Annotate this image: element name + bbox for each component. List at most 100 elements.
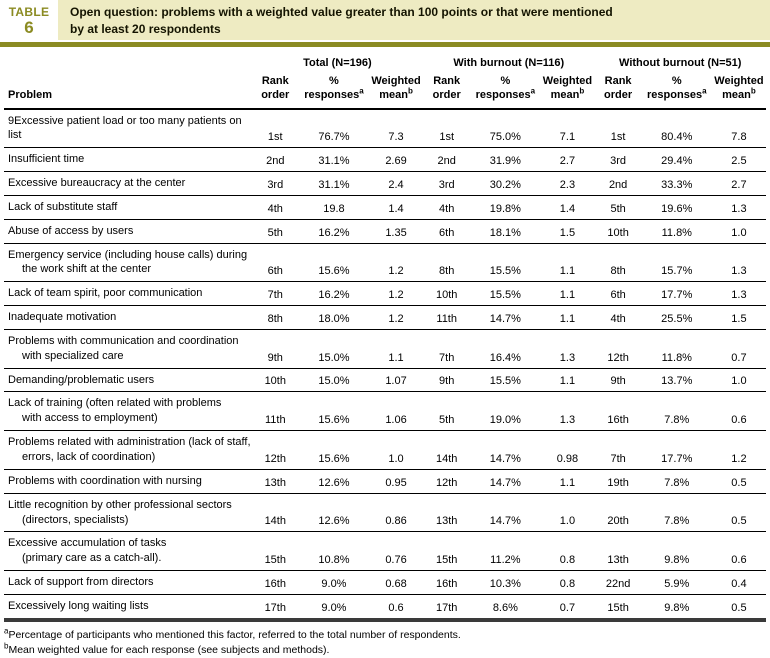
subheader-weighted-mean: Weighted meanb bbox=[540, 75, 595, 110]
pct-responses-cell: 15.7% bbox=[641, 243, 712, 283]
pct-responses-cell: 5.9% bbox=[641, 570, 712, 595]
group-header-without-burnout: Without burnout (N=51) bbox=[619, 57, 742, 69]
table-row: Demanding/problematic users 10th 15.0% 1.07… bbox=[4, 368, 766, 393]
problem-label: Problems with coordination with nursing bbox=[4, 469, 252, 494]
table-row: 9Excessive patient load or too many pati… bbox=[4, 108, 766, 149]
weighted-mean-cell: 0.7 bbox=[711, 329, 766, 369]
pct-responses-cell: 14.7% bbox=[470, 469, 541, 494]
subheader-rank-order: Rank order bbox=[594, 75, 642, 110]
rank-order-cell: 20th bbox=[594, 493, 642, 533]
weighted-mean-cell: 1.1 bbox=[540, 243, 595, 283]
weighted-mean-cell: 1.4 bbox=[540, 195, 595, 220]
footnote-b-text: Mean weighted value for each response (s… bbox=[8, 643, 330, 656]
weighted-mean-cell: 1.2 bbox=[711, 430, 766, 470]
pct-responses-cell: 11.2% bbox=[470, 531, 541, 572]
table-number-label: TABLE 6 bbox=[0, 0, 58, 40]
subheader-pct-responses: % responsesa bbox=[641, 75, 712, 110]
pct-responses-cell: 11.8% bbox=[641, 329, 712, 369]
problem-label: Little recognition by other professional… bbox=[4, 493, 252, 533]
weighted-mean-cell: 0.6 bbox=[388, 601, 404, 614]
weighted-mean-cell: 0.86 bbox=[368, 493, 424, 533]
weighted-mean-cell: 1.0 bbox=[368, 430, 424, 470]
rank-order-cell: 6th bbox=[251, 243, 299, 283]
pct-responses-cell: 12.6% bbox=[298, 493, 369, 533]
weighted-mean-cell: 1.0 bbox=[711, 368, 766, 393]
pct-responses-cell: 15.6% bbox=[298, 243, 369, 283]
rank-order-cell: 13th bbox=[594, 531, 642, 572]
table-row: Lack of training (often related with pro… bbox=[4, 391, 766, 432]
weighted-mean-cell: 0.5 bbox=[711, 469, 766, 494]
weighted-mean-cell: 1.3 bbox=[711, 243, 766, 283]
weighted-mean-cell: 1.06 bbox=[368, 391, 424, 432]
weighted-mean-cell: 0.95 bbox=[368, 469, 424, 494]
rank-order-cell: 22nd bbox=[594, 570, 642, 595]
weighted-mean-cell: 1.2 bbox=[368, 305, 424, 330]
pct-responses-cell: 15.5% bbox=[470, 281, 541, 307]
pct-responses-cell: 15.5% bbox=[470, 243, 541, 283]
weighted-mean-cell: 0.98 bbox=[540, 430, 595, 470]
rank-order-cell: 4th bbox=[423, 195, 471, 220]
table-row: Problems related with administration (la… bbox=[4, 430, 766, 470]
weighted-mean-cell: 1.1 bbox=[540, 281, 595, 307]
subheader-rank-order: Rank order bbox=[423, 75, 471, 110]
weighted-mean-cell: 0.4 bbox=[711, 570, 766, 595]
weighted-mean-cell: 2.7 bbox=[540, 147, 595, 173]
table-row: Problems with communication and coordina… bbox=[4, 329, 766, 369]
rank-order-cell: 8th bbox=[251, 305, 299, 330]
pct-responses-cell: 15.6% bbox=[298, 391, 369, 432]
problem-label: Lack of substitute staff bbox=[4, 195, 252, 220]
table-title-line2: by at least 20 respondents bbox=[70, 21, 221, 36]
rank-order-cell: 7th bbox=[594, 430, 642, 470]
group-header-with-burnout: With burnout (N=116) bbox=[453, 57, 565, 69]
rank-order-cell: 7th bbox=[251, 281, 299, 307]
rank-order-cell: 17th bbox=[264, 601, 286, 614]
table-row: Abuse of access by users 5th 16.2% 1.35 6th 1… bbox=[4, 219, 766, 244]
pct-responses-cell: 14.7% bbox=[470, 305, 541, 330]
rank-order-cell: 16th bbox=[251, 570, 299, 595]
footnotes: aPercentage of participants who mentione… bbox=[4, 627, 766, 658]
rank-order-cell: 9th bbox=[423, 368, 471, 393]
table-row: Little recognition by other professional… bbox=[4, 493, 766, 533]
rank-order-cell: 2nd bbox=[251, 147, 299, 173]
table-row: Lack of team spirit, poor communication 7… bbox=[4, 281, 766, 307]
rank-order-cell: 8th bbox=[423, 243, 471, 283]
weighted-mean-cell: 7.8 bbox=[711, 108, 766, 149]
weighted-mean-cell: 1.3 bbox=[540, 391, 595, 432]
table-word: TABLE bbox=[8, 5, 50, 19]
rank-order-cell: 4th bbox=[251, 195, 299, 220]
rank-order-cell: 1st bbox=[594, 108, 642, 149]
table-row: Inadequate motivation 8th 18.0% 1.2 11th 14.7… bbox=[4, 305, 766, 330]
weighted-mean-cell: 2.7 bbox=[711, 171, 766, 196]
problem-label: Problems related with administration (la… bbox=[4, 430, 252, 470]
rank-order-cell: 11th bbox=[251, 391, 299, 432]
pct-responses-cell: 76.7% bbox=[298, 108, 369, 149]
table-row: Excessive bureaucracy at the center 3rd 31… bbox=[4, 171, 766, 196]
pct-responses-cell: 15.5% bbox=[470, 368, 541, 393]
problem-label: Excessive accumulation of tasks (primary … bbox=[4, 531, 252, 572]
weighted-mean-cell: 2.3 bbox=[540, 171, 595, 196]
problem-label: Lack of support from directors bbox=[4, 570, 252, 595]
results-table: Total (N=196) With burnout (N=116) Witho… bbox=[4, 55, 766, 622]
pct-responses-cell: 15.0% bbox=[298, 368, 369, 393]
pct-responses-cell: 25.5% bbox=[641, 305, 712, 330]
pct-responses-cell: 14.7% bbox=[470, 493, 541, 533]
rank-order-cell: 7th bbox=[423, 329, 471, 369]
pct-responses-cell: 9.0% bbox=[298, 570, 369, 595]
rank-order-cell: 8th bbox=[594, 243, 642, 283]
pct-responses-cell: 7.8% bbox=[641, 469, 712, 494]
table-body: 9Excessive patient load or too many pati… bbox=[4, 108, 766, 620]
rank-order-cell: 12th bbox=[594, 329, 642, 369]
pct-responses-cell: 19.8 bbox=[298, 195, 369, 220]
table-row: Excessive accumulation of tasks (primary … bbox=[4, 531, 766, 572]
weighted-mean-cell: 1.2 bbox=[368, 281, 424, 307]
pct-responses-cell: 18.0% bbox=[298, 305, 369, 330]
pct-responses-cell: 11.8% bbox=[641, 219, 712, 244]
rank-order-cell: 15th bbox=[251, 531, 299, 572]
pct-responses-cell: 31.9% bbox=[470, 147, 541, 173]
weighted-mean-cell: 1.5 bbox=[540, 219, 595, 244]
rank-order-cell: 12th bbox=[251, 430, 299, 470]
weighted-mean-cell: 0.6 bbox=[711, 391, 766, 432]
table-row: Lack of support from directors 16th 9.0% 0.… bbox=[4, 570, 766, 595]
weighted-mean-cell: 1.1 bbox=[540, 469, 595, 494]
